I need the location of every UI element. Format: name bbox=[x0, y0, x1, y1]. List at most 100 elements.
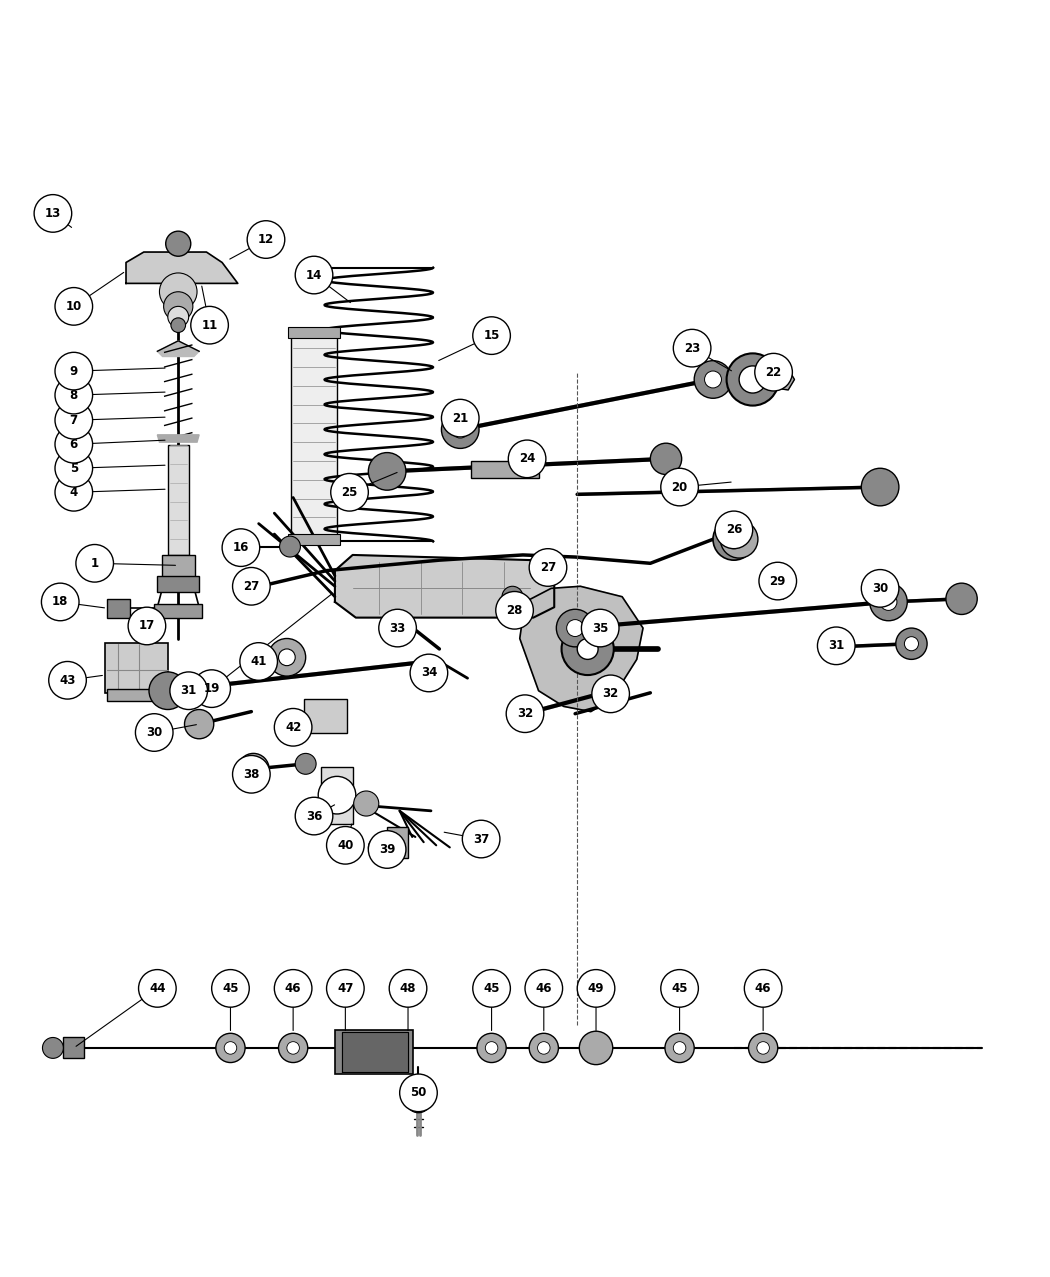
Circle shape bbox=[274, 709, 312, 746]
Text: 31: 31 bbox=[181, 684, 196, 697]
Text: 45: 45 bbox=[223, 982, 238, 995]
Bar bbox=[387, 826, 408, 858]
Text: 34: 34 bbox=[421, 667, 437, 679]
Bar bbox=[63, 1037, 84, 1059]
Circle shape bbox=[295, 797, 333, 835]
Text: 30: 30 bbox=[872, 582, 888, 595]
Circle shape bbox=[724, 530, 743, 549]
Text: 24: 24 bbox=[519, 452, 536, 465]
Text: 17: 17 bbox=[139, 619, 155, 632]
Circle shape bbox=[715, 511, 753, 549]
Polygon shape bbox=[335, 555, 554, 618]
Circle shape bbox=[861, 570, 899, 607]
Circle shape bbox=[278, 1033, 308, 1062]
Circle shape bbox=[223, 529, 259, 567]
Text: 50: 50 bbox=[411, 1087, 426, 1099]
Circle shape bbox=[55, 352, 92, 389]
Text: 16: 16 bbox=[233, 541, 249, 554]
Circle shape bbox=[830, 640, 843, 654]
Circle shape bbox=[225, 1042, 236, 1055]
Circle shape bbox=[896, 628, 927, 659]
Text: 46: 46 bbox=[536, 982, 552, 995]
Text: 5: 5 bbox=[69, 462, 78, 475]
Circle shape bbox=[278, 649, 295, 665]
Circle shape bbox=[462, 820, 500, 858]
Text: 47: 47 bbox=[337, 982, 354, 995]
Circle shape bbox=[55, 287, 92, 326]
Circle shape bbox=[166, 231, 191, 257]
Circle shape bbox=[861, 469, 899, 506]
Circle shape bbox=[525, 969, 563, 1008]
Circle shape bbox=[578, 638, 598, 659]
Circle shape bbox=[411, 654, 447, 692]
Circle shape bbox=[295, 257, 333, 294]
Circle shape bbox=[441, 411, 479, 448]
Bar bbox=[168, 446, 189, 555]
Text: 49: 49 bbox=[588, 982, 604, 995]
Text: 6: 6 bbox=[69, 438, 78, 451]
Circle shape bbox=[452, 421, 468, 438]
Polygon shape bbox=[768, 369, 795, 389]
Text: 31: 31 bbox=[828, 640, 844, 653]
Text: 46: 46 bbox=[755, 982, 772, 995]
Circle shape bbox=[578, 969, 615, 1008]
Bar bbox=[291, 336, 337, 536]
Text: 12: 12 bbox=[258, 232, 274, 246]
Circle shape bbox=[592, 676, 629, 713]
Text: 27: 27 bbox=[540, 561, 557, 573]
Circle shape bbox=[164, 291, 193, 321]
Text: 29: 29 bbox=[770, 575, 786, 587]
Circle shape bbox=[170, 672, 208, 710]
Circle shape bbox=[193, 670, 230, 707]
Circle shape bbox=[529, 549, 567, 586]
Text: 40: 40 bbox=[337, 839, 354, 852]
Circle shape bbox=[354, 790, 379, 816]
Circle shape bbox=[327, 969, 364, 1008]
Text: 7: 7 bbox=[69, 414, 78, 427]
Circle shape bbox=[904, 637, 919, 651]
Circle shape bbox=[185, 710, 214, 739]
Circle shape bbox=[477, 1033, 506, 1062]
Circle shape bbox=[508, 441, 546, 478]
Bar bbox=[107, 688, 154, 701]
Polygon shape bbox=[126, 252, 237, 283]
Circle shape bbox=[759, 562, 797, 600]
Circle shape bbox=[869, 584, 907, 621]
Circle shape bbox=[529, 1033, 559, 1062]
Circle shape bbox=[946, 584, 978, 614]
Circle shape bbox=[441, 400, 479, 437]
Circle shape bbox=[705, 372, 721, 388]
Text: 38: 38 bbox=[244, 767, 259, 780]
Bar bbox=[158, 576, 200, 591]
Circle shape bbox=[235, 572, 267, 604]
Text: 22: 22 bbox=[765, 365, 781, 379]
Text: 45: 45 bbox=[671, 982, 688, 995]
Circle shape bbox=[369, 452, 406, 490]
Text: 28: 28 bbox=[506, 604, 523, 617]
Circle shape bbox=[135, 714, 173, 751]
Circle shape bbox=[55, 474, 92, 511]
Circle shape bbox=[472, 317, 510, 355]
Circle shape bbox=[757, 1042, 770, 1055]
Polygon shape bbox=[158, 341, 200, 356]
Circle shape bbox=[237, 753, 269, 785]
Circle shape bbox=[580, 1032, 613, 1065]
Circle shape bbox=[268, 638, 306, 676]
Circle shape bbox=[168, 306, 189, 327]
Circle shape bbox=[287, 1042, 299, 1055]
Circle shape bbox=[502, 600, 523, 621]
Circle shape bbox=[160, 273, 197, 310]
Text: 21: 21 bbox=[453, 411, 468, 425]
Text: 10: 10 bbox=[66, 300, 82, 313]
Circle shape bbox=[279, 536, 300, 557]
Text: 35: 35 bbox=[592, 622, 608, 635]
Text: 37: 37 bbox=[472, 833, 489, 845]
Bar bbox=[470, 461, 539, 478]
Polygon shape bbox=[520, 586, 643, 711]
Circle shape bbox=[379, 609, 417, 647]
Circle shape bbox=[55, 450, 92, 487]
Circle shape bbox=[327, 826, 364, 865]
Circle shape bbox=[650, 443, 681, 475]
Circle shape bbox=[42, 1037, 63, 1059]
Circle shape bbox=[538, 1042, 550, 1055]
